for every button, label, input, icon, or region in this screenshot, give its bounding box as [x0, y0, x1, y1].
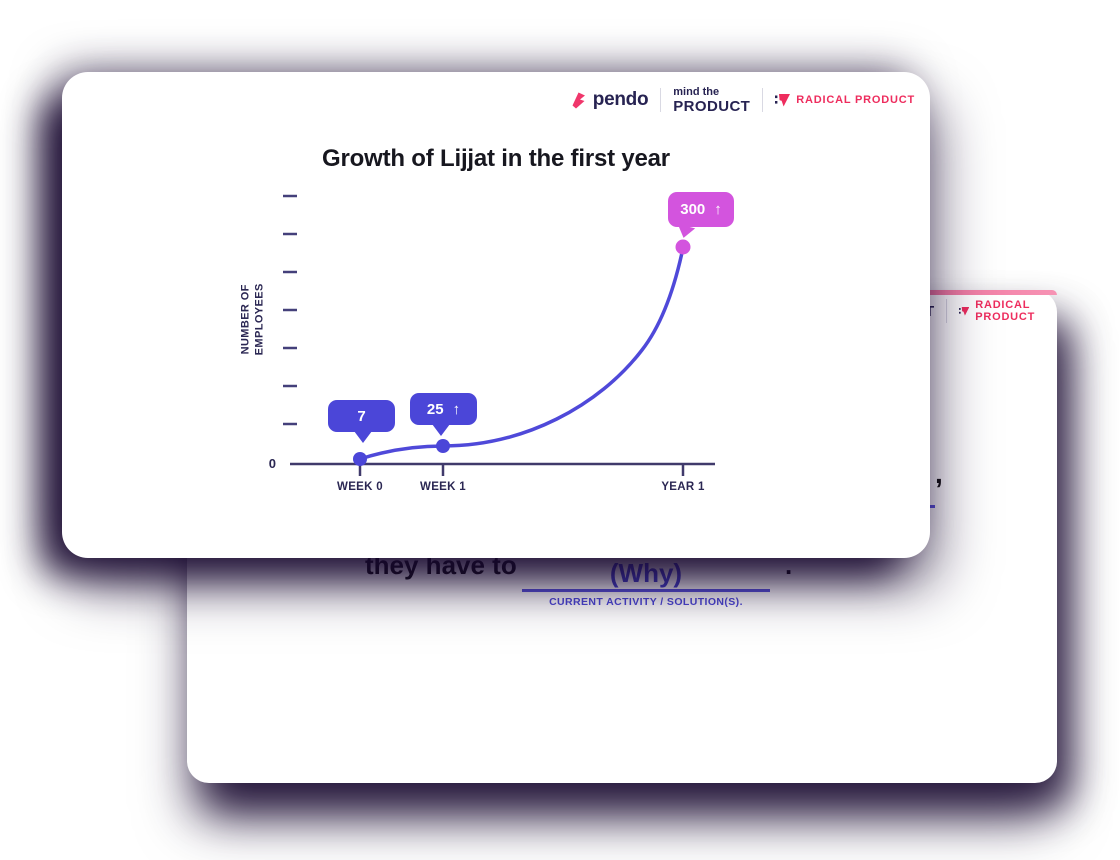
mind-the-product-line1: mind the [673, 85, 720, 98]
x-axis-label-week1: WEEK 1 [420, 481, 466, 493]
badge-value: 25 [426, 400, 444, 418]
pendo-icon [572, 92, 585, 109]
sentence-period: . [785, 550, 793, 580]
tooltip-tail [354, 431, 372, 443]
chart-title: Growth of Lijjat in the first year [322, 145, 670, 172]
badge-value: 7 [357, 407, 366, 425]
radical-product-wordmark: RADICAL PRODUCT [796, 94, 915, 106]
x-axis-label-year1: YEAR 1 [661, 481, 705, 493]
logo-divider [946, 299, 947, 323]
mind-the-product-line2: PRODUCT [673, 97, 751, 115]
blank-hint-why: (Why) [609, 558, 683, 588]
radical-product-icon [958, 306, 970, 316]
badge-value: 300 [680, 201, 706, 218]
logo-divider [762, 88, 764, 112]
growth-curve [358, 246, 685, 461]
pendo-wordmark: pendo [592, 89, 649, 110]
tooltip-badge-25: 25 ↑ [410, 393, 477, 436]
radical-product-wordmark: RADICAL PRODUCT [975, 299, 1036, 323]
mind-the-product-logo: mind the PRODUCT [673, 85, 751, 115]
back-card-logo-row: T RADICAL PRODUCT [925, 299, 1057, 323]
radical-product-logo: RADICAL PRODUCT [775, 93, 915, 108]
chart-slide-card: pendo mind the PRODUCT RADICAL PRODUCT G… [62, 72, 930, 558]
data-point-week1 [436, 439, 450, 453]
y-axis-zero-label: 0 [268, 456, 276, 471]
arrow-up-icon: ↑ [714, 201, 722, 218]
x-axis-ticks [358, 464, 685, 476]
tooltip-badge-300: 300 ↑ [668, 192, 734, 240]
tooltip-tail [432, 424, 450, 436]
logo-divider [660, 88, 662, 112]
data-point-year1 [675, 239, 691, 255]
arrow-up-icon: ↑ [452, 400, 461, 418]
tooltip-badge-7: 7 [328, 400, 395, 443]
pendo-logo: pendo [570, 89, 649, 111]
data-point-week0 [353, 452, 367, 466]
radical-product-logo: RADICAL PRODUCT [958, 299, 1057, 323]
x-axis-label-week0: WEEK 0 [337, 481, 383, 493]
radical-product-icon [775, 93, 791, 106]
fill-in-blank-underline: (Why) [522, 550, 770, 592]
comma-fragment: , [935, 458, 943, 489]
y-axis-label: NUMBER OF EMPLOYEES [239, 283, 266, 356]
front-card-logo-row: pendo mind the PRODUCT RADICAL PRODUCT [570, 86, 915, 114]
growth-line-chart [283, 194, 715, 476]
blank-caption: CURRENT ACTIVITY / SOLUTION(S). [549, 596, 743, 608]
y-axis-ticks [283, 194, 297, 426]
